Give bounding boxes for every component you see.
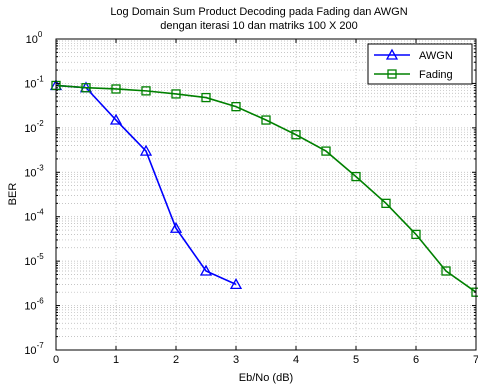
x-tick-label: 3 [233,354,239,366]
legend-entry-fading: Fading [374,69,453,81]
data-point-fading [201,92,211,103]
data-point-fading [441,266,451,276]
data-point-awgn [169,221,183,233]
data-point-fading [141,86,151,96]
x-tick-label: 6 [413,354,419,366]
data-point-fading [381,198,391,208]
data-point-fading [261,115,271,125]
y-axis-label: BER [7,183,19,206]
y-tick-label: 10-1 [24,74,44,90]
legend-label-awgn: AWGN [419,50,453,62]
y-tick-label: 10-2 [24,119,44,135]
data-point-fading [111,84,121,94]
plot-frame [55,38,477,351]
data-point-awgn [109,113,123,125]
x-tick-label: 0 [53,354,59,366]
x-tick-label: 5 [353,354,359,366]
data-point-fading [351,171,361,182]
x-tick-label: 2 [173,354,179,366]
chart-title: Log Domain Sum Product Decoding pada Fad… [110,6,407,18]
x-axis-label: Eb/No (dB) [239,372,293,384]
data-point-fading [231,102,241,112]
axis-ticks: 0 1 2 3 4 5 6 7 10-7 10-6 10-5 10-4 10-3 10-2 10-1 100 [24,30,478,366]
grid-lines [56,39,476,350]
y-tick-label: 10-5 [24,252,44,268]
y-tick-label: 10-7 [24,341,44,357]
data-point-fading [321,146,331,156]
x-tick-label: 4 [293,354,299,366]
legend-label-fading: Fading [419,69,453,81]
chart-subtitle: dengan iterasi 10 dan matriks 100 X 200 [160,20,358,32]
legend-box [367,43,473,85]
data-point-fading [81,83,91,93]
legend-entry-awgn: AWGN [374,48,453,62]
y-tick-label: 10-3 [24,163,44,179]
legend-marker-fading [387,69,397,79]
y-tick-label: 100 [26,30,43,46]
y-tick-label: 10-6 [24,297,44,313]
data-point-awgn [229,278,243,290]
x-tick-label: 1 [113,354,119,366]
data-point-awgn [199,264,213,276]
plot-area [56,39,476,350]
data-point-awgn [139,144,153,156]
y-tick-label: 10-4 [24,208,44,224]
legend-marker-awgn [385,48,399,60]
data-point-fading [171,89,181,99]
data-point-fading [291,130,301,140]
legend: AWGN Fading [367,43,473,85]
data-point-fading [411,229,421,240]
series-line-fading [55,84,477,293]
x-tick-label: 7 [473,354,478,366]
